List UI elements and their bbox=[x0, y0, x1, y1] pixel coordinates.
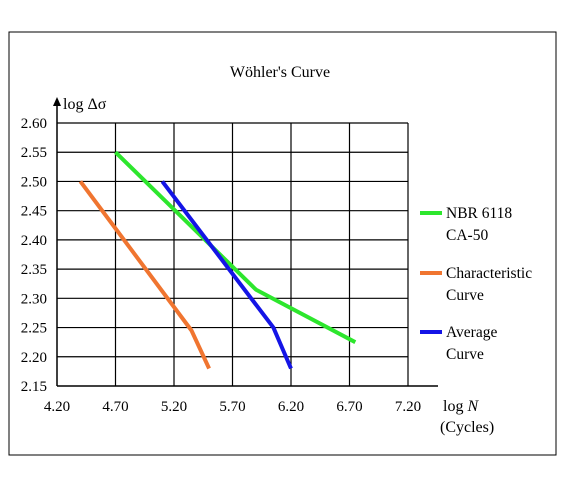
x-tick-labels: 4.20 4.70 5.20 5.70 6.20 6.70 7.20 bbox=[44, 399, 421, 415]
y-tick-label: 2.40 bbox=[21, 233, 47, 249]
y-tick-label: 2.60 bbox=[21, 116, 47, 132]
y-tick-label: 2.25 bbox=[21, 321, 47, 337]
legend-label: NBR 6118 bbox=[446, 205, 512, 222]
x-axis-label: log N bbox=[443, 398, 479, 415]
y-tick-label: 2.30 bbox=[21, 291, 47, 307]
x-tick-label: 7.20 bbox=[395, 399, 421, 415]
x-tick-label: 6.70 bbox=[336, 399, 362, 415]
chart-title: Wöhler's Curve bbox=[230, 64, 330, 81]
x-tick-label: 5.20 bbox=[161, 399, 187, 415]
y-axis-arrow bbox=[53, 97, 61, 106]
legend-label-line2: Curve bbox=[446, 287, 484, 304]
series-lines bbox=[78, 150, 357, 370]
y-tick-label: 2.20 bbox=[21, 350, 47, 366]
legend-label: Characteristic bbox=[446, 265, 532, 282]
x-axis-unit: (Cycles) bbox=[440, 419, 494, 436]
y-tick-label: 2.35 bbox=[21, 262, 47, 278]
x-tick-label: 5.70 bbox=[219, 399, 245, 415]
legend-label: Average bbox=[446, 324, 497, 341]
x-tick-label: 4.20 bbox=[44, 399, 70, 415]
y-tick-labels: 2.60 2.55 2.50 2.45 2.40 2.35 2.30 2.25 2.20 2.15 bbox=[21, 116, 47, 395]
series-line-3 bbox=[160, 180, 293, 370]
series-line-1 bbox=[114, 150, 357, 344]
chart-frame bbox=[8, 31, 557, 456]
y-tick-label: 2.55 bbox=[21, 145, 47, 161]
axes bbox=[53, 97, 438, 387]
series-line-2 bbox=[78, 180, 211, 370]
x-tick-label: 6.20 bbox=[278, 399, 304, 415]
legend-label-line2: Curve bbox=[446, 346, 484, 363]
y-tick-label: 2.50 bbox=[21, 174, 47, 190]
grid-lines bbox=[57, 122, 409, 386]
legend: NBR 6118 CA-50 Characteristic Curve Average C… bbox=[420, 205, 532, 363]
x-tick-label: 4.70 bbox=[102, 399, 128, 415]
y-tick-label: 2.15 bbox=[21, 379, 47, 395]
y-axis-label: log Δσ bbox=[63, 96, 107, 113]
legend-label-line2: CA-50 bbox=[446, 227, 488, 244]
y-tick-label: 2.45 bbox=[21, 204, 47, 220]
